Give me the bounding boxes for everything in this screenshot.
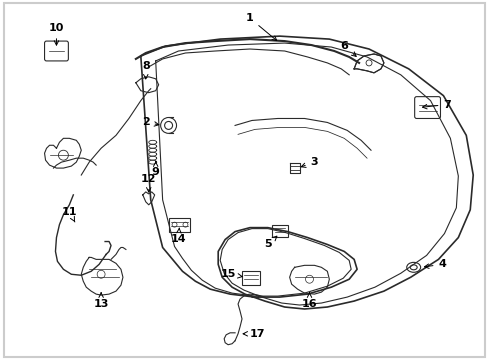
Text: 12: 12 [141, 174, 156, 192]
Text: 10: 10 [49, 23, 64, 45]
Text: 13: 13 [93, 293, 108, 309]
Text: 4: 4 [424, 259, 446, 269]
Text: 15: 15 [220, 269, 242, 279]
Bar [271, 225, 287, 237]
Text: 2: 2 [142, 117, 159, 127]
Text: 17: 17 [243, 329, 265, 339]
Text: 16: 16 [301, 293, 317, 309]
Text: 3: 3 [301, 157, 318, 167]
Text: 1: 1 [245, 13, 276, 41]
Text: 11: 11 [61, 207, 77, 222]
Text: 6: 6 [340, 41, 355, 57]
FancyBboxPatch shape [414, 96, 440, 118]
Polygon shape [353, 54, 383, 73]
Bar [242, 271, 259, 285]
Text: 8: 8 [142, 61, 149, 79]
Text: 9: 9 [151, 161, 159, 177]
Text: 7: 7 [422, 100, 450, 109]
Text: 14: 14 [170, 228, 186, 243]
Bar [168, 218, 190, 231]
FancyBboxPatch shape [44, 41, 68, 61]
Text: 5: 5 [264, 236, 276, 249]
